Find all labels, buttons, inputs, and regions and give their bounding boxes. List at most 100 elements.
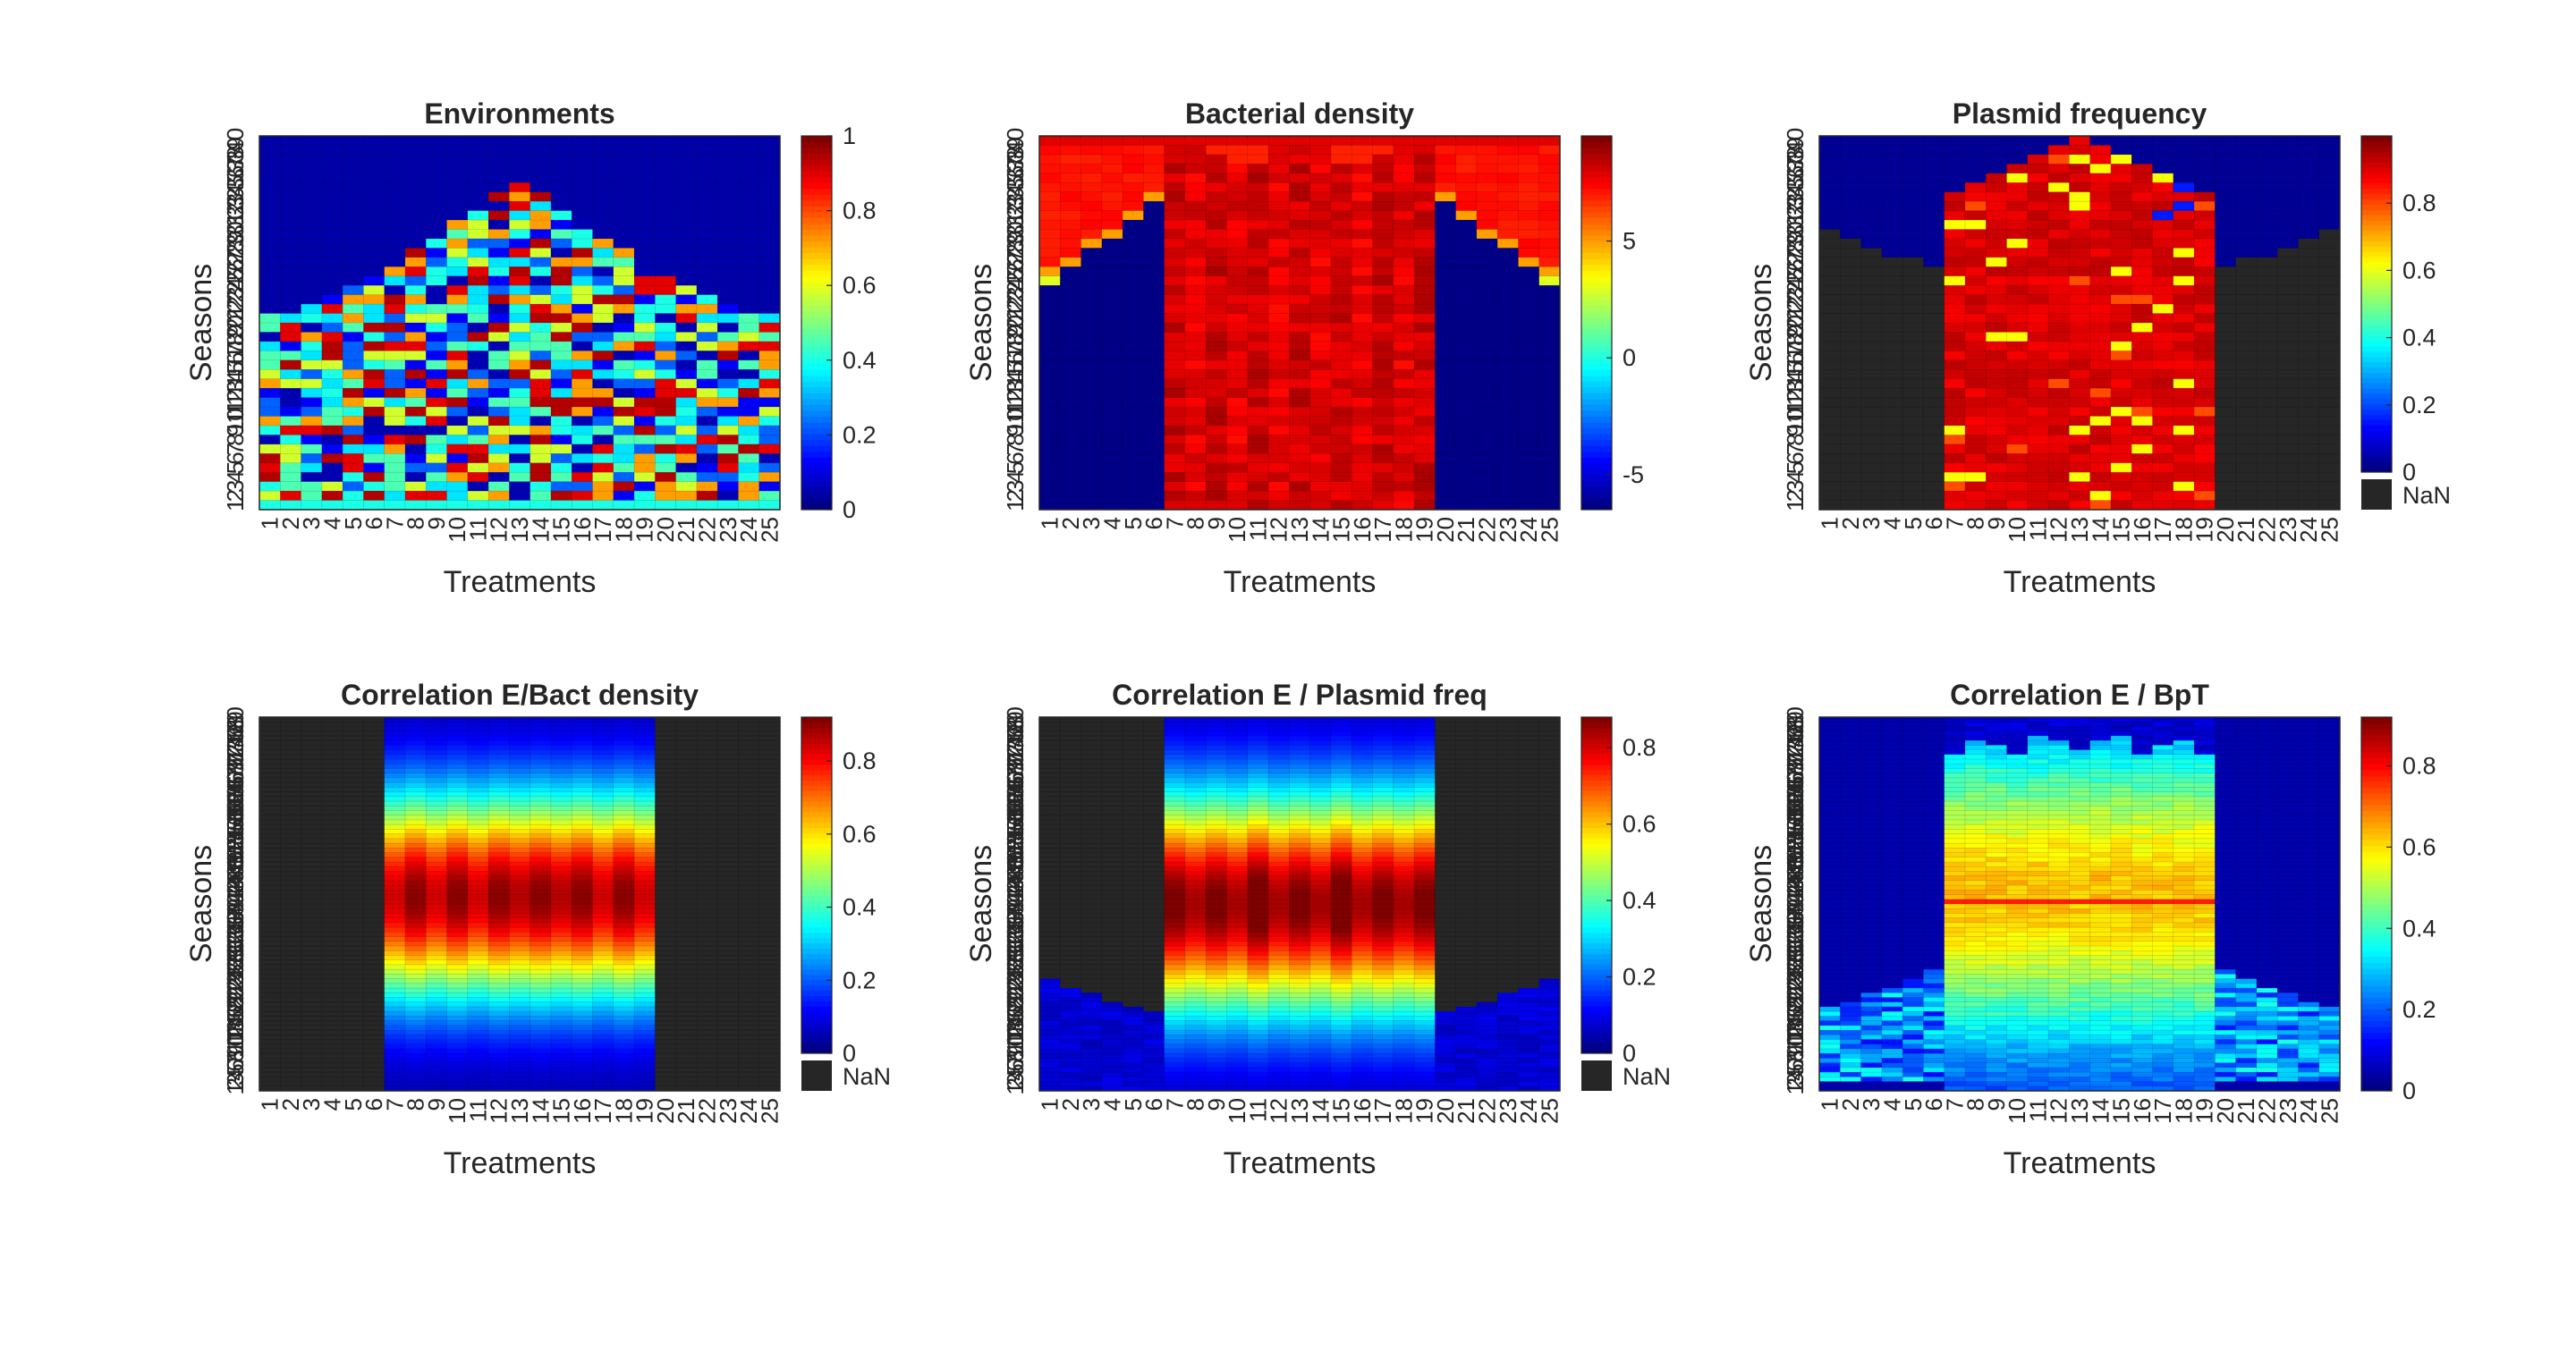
heatmap-cell <box>676 900 698 905</box>
heatmap-cell <box>2236 304 2258 314</box>
heatmap-cell <box>343 248 364 258</box>
heatmap-cell <box>530 853 552 858</box>
heatmap-cell <box>2111 145 2132 155</box>
heatmap-cell <box>759 960 781 966</box>
chart-title: Plasmid frequency <box>1953 97 2207 130</box>
heatmap-cell <box>697 755 718 760</box>
heatmap-cell <box>634 717 656 722</box>
heatmap-cell <box>655 942 676 947</box>
heatmap-cell <box>363 285 385 295</box>
heatmap-cell <box>322 491 343 501</box>
heatmap-cell <box>1331 182 1352 192</box>
heatmap-cell <box>1206 258 1227 267</box>
heatmap-cell <box>530 862 552 867</box>
heatmap-cell <box>301 950 323 956</box>
heatmap-cell <box>1039 211 1061 221</box>
heatmap-cell <box>468 501 489 511</box>
heatmap-cell <box>1435 379 1456 389</box>
heatmap-cell <box>676 351 698 360</box>
heatmap-cell <box>738 201 759 211</box>
heatmap-cell <box>759 731 781 737</box>
heatmap-cell <box>1372 417 1394 427</box>
heatmap-cell <box>1248 444 1269 454</box>
heatmap-cell <box>1965 182 1987 192</box>
heatmap-cell <box>405 960 427 966</box>
heatmap-cell <box>385 820 406 825</box>
heatmap-cell <box>1331 407 1352 417</box>
heatmap-cell <box>509 848 530 853</box>
heatmap-cell <box>2215 482 2236 492</box>
heatmap-cell <box>1497 220 1519 230</box>
heatmap-cell <box>1165 407 1186 417</box>
heatmap-cell <box>738 491 759 501</box>
heatmap-cell <box>488 932 510 937</box>
heatmap-cell <box>572 192 593 202</box>
heatmap-cell <box>2174 266 2195 276</box>
heatmap-cell <box>2277 323 2299 333</box>
colorbar-segment <box>801 428 832 435</box>
heatmap-cell <box>1039 276 1061 286</box>
heatmap-cell <box>2298 369 2319 379</box>
heatmap-cell <box>468 426 489 435</box>
heatmap-cell <box>2194 351 2216 360</box>
heatmap-cell <box>1206 182 1227 192</box>
heatmap-cell <box>301 201 323 211</box>
heatmap-cell <box>385 853 406 858</box>
heatmap-cell <box>1206 220 1227 230</box>
heatmap-cell <box>1539 342 1561 351</box>
heatmap-cell <box>385 285 406 295</box>
heatmap-cell <box>2174 248 2195 258</box>
heatmap-cell <box>759 426 781 435</box>
heatmap-cell <box>447 759 469 764</box>
heatmap-cell <box>2007 417 2029 427</box>
heatmap-cell <box>1456 417 1478 427</box>
heatmap-panel-3: Plasmid frequency12345678910111213141516… <box>1744 97 2451 599</box>
heatmap-cell <box>572 173 593 183</box>
heatmap-cell <box>717 998 739 1003</box>
heatmap-cell <box>1456 482 1478 492</box>
heatmap-cell <box>738 398 759 408</box>
heatmap-cell <box>1268 482 1290 492</box>
heatmap-cell <box>2152 304 2174 314</box>
heatmap-cell <box>1923 444 1945 454</box>
colorbar-segment <box>2361 147 2392 152</box>
heatmap-cell <box>1352 369 1373 379</box>
heatmap-cell <box>676 969 698 975</box>
heatmap-cell <box>1081 332 1103 342</box>
heatmap-cell <box>697 482 718 492</box>
heatmap-cell <box>1039 304 1061 314</box>
heatmap-cell <box>2152 482 2174 492</box>
heatmap-panel-1: Environments1234567891011121314151617181… <box>184 97 877 599</box>
colorbar-segment <box>801 445 832 452</box>
colorbar-segment <box>1581 305 1612 311</box>
heatmap-cell <box>2111 155 2132 165</box>
heatmap-cell <box>2069 145 2090 155</box>
heatmap-cell <box>1185 417 1207 427</box>
heatmap-cell <box>614 829 635 834</box>
heatmap-cell <box>447 900 469 905</box>
colorbar-segment <box>801 417 832 423</box>
heatmap-cell <box>530 155 552 165</box>
heatmap-cell <box>634 759 656 764</box>
heatmap-cell <box>1414 491 1436 501</box>
heatmap-cell <box>592 979 614 984</box>
heatmap-cell <box>322 764 343 769</box>
heatmap-cell <box>759 764 781 769</box>
heatmap-cell <box>572 885 593 891</box>
heatmap-cell <box>717 993 739 998</box>
heatmap-cell <box>343 276 364 286</box>
heatmap-cell <box>1352 407 1373 417</box>
heatmap-cell <box>572 407 593 417</box>
heatmap-cell <box>1060 239 1081 249</box>
heatmap-cell <box>1248 369 1269 379</box>
heatmap-cell <box>363 923 385 928</box>
heatmap-cell <box>1227 360 1249 370</box>
colorbar-tick-label: 0.6 <box>2402 257 2436 283</box>
heatmap-cell <box>1039 266 1061 276</box>
heatmap-cell <box>322 722 343 727</box>
heatmap-cell <box>322 717 343 722</box>
heatmap-cell <box>2298 136 2319 146</box>
heatmap-cell <box>322 379 343 389</box>
heatmap-cell <box>509 908 530 914</box>
heatmap-cell <box>2236 379 2258 389</box>
